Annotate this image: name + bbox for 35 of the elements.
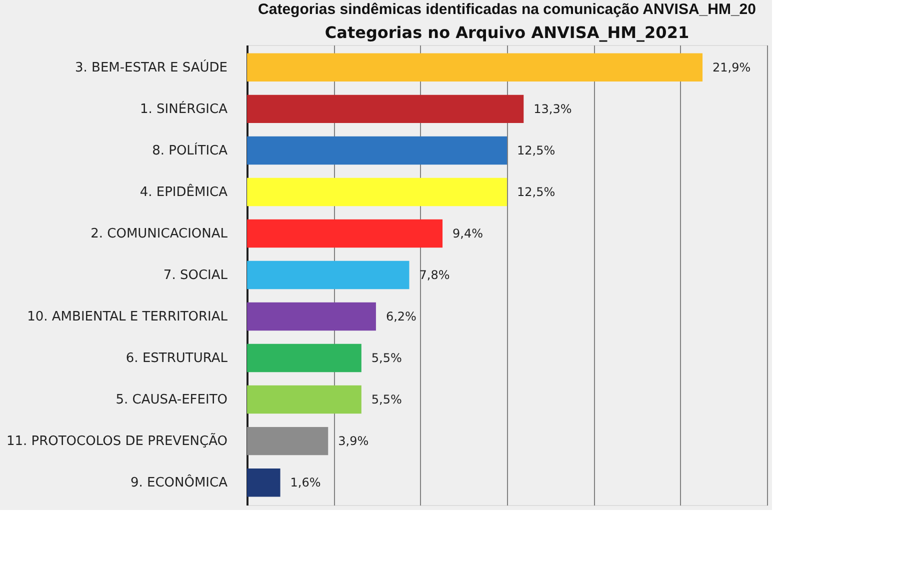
data-label: 7,8% bbox=[419, 268, 450, 282]
y-tick-label: 3. BEM-ESTAR E SAÚDE bbox=[74, 58, 228, 76]
y-tick-label: 8. POLÍTICA bbox=[152, 141, 228, 158]
bar bbox=[247, 94, 524, 124]
bar bbox=[247, 260, 410, 290]
data-label: 12,5% bbox=[517, 143, 556, 158]
bar bbox=[247, 302, 376, 331]
data-label: 9,4% bbox=[452, 226, 484, 240]
bar bbox=[247, 136, 507, 165]
bar bbox=[247, 385, 362, 414]
y-tick-label: 10. AMBIENTAL E TERRITORIAL bbox=[27, 310, 228, 325]
bar bbox=[247, 344, 362, 372]
data-label: 3,9% bbox=[338, 434, 369, 448]
y-tick-label: 2. COMUNICACIONAL bbox=[90, 226, 228, 242]
y-tick-label: 5. CAUSA-EFEITO bbox=[116, 392, 228, 408]
y-tick-label: 6. ESTRUTURAL bbox=[126, 351, 228, 366]
bar bbox=[247, 53, 703, 82]
y-tick-label: 9. ECONÔMICA bbox=[130, 474, 228, 491]
data-label: 13,3% bbox=[534, 102, 572, 116]
bar bbox=[247, 219, 443, 248]
data-label: 5,5% bbox=[371, 392, 402, 407]
y-tick-label: 7. SOCIAL bbox=[163, 268, 228, 283]
chart-title: Categorias no Arquivo ANVISA_HM_2021 bbox=[324, 23, 690, 42]
bar bbox=[247, 178, 507, 206]
y-tick-label: 1. SINÉRGICA bbox=[140, 100, 228, 117]
data-label: 1,6% bbox=[290, 476, 321, 490]
bar bbox=[247, 426, 328, 456]
data-label: 5,5% bbox=[371, 351, 402, 366]
text: Categorias sindêmicas identificadas na comunicação ANVISA_HM_20 bbox=[258, 1, 756, 18]
data-label: 6,2% bbox=[386, 310, 416, 324]
y-tick-label: 4. EPIDÊMICA bbox=[140, 182, 228, 200]
bar bbox=[247, 468, 280, 497]
data-label: 12,5% bbox=[517, 184, 556, 199]
y-tick-label: 11. PROTOCOLOS DE PREVENÇÃO bbox=[6, 433, 228, 450]
data-label: 21,9% bbox=[712, 60, 751, 74]
